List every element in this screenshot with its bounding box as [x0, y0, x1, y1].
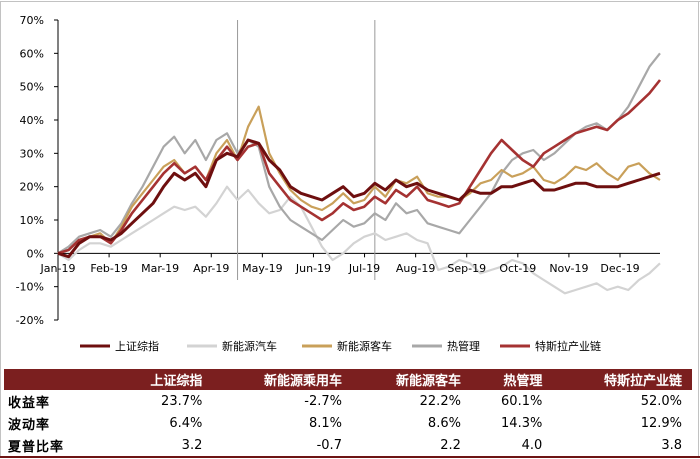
table-cell: 8.6%	[427, 415, 461, 431]
y-tick-label: 50%	[20, 81, 44, 94]
table-cell: 4.0	[521, 437, 543, 453]
table-cell: 14.3%	[501, 415, 543, 431]
y-tick-label: -10%	[16, 281, 44, 294]
table-cell: 3.8	[661, 437, 682, 453]
x-tick-label: Feb-19	[90, 262, 127, 275]
stats-header-blank	[4, 369, 114, 390]
y-tick-label: -20%	[16, 314, 44, 327]
stats-header-row: 上证综指 新能源乘用车 新能源客车 热管理 特斯拉产业链	[4, 369, 692, 390]
stats-header-5: 特斯拉产业链	[552, 369, 692, 390]
legend: 上证综指 新能源汽车 新能源客车 热管理 特斯拉产业链	[80, 339, 601, 353]
stats-header-2: 新能源乘用车	[212, 369, 352, 390]
table-cell: 60.1%	[501, 393, 543, 409]
legend-label: 新能源客车	[337, 339, 392, 353]
x-tick-label: Oct-19	[499, 262, 536, 275]
frame-right-border	[698, 1, 699, 457]
y-tick-label: 30%	[20, 147, 44, 160]
series-line-2	[57, 105, 661, 255]
stats-header-4: 热管理	[470, 369, 553, 390]
stats-row-return: 收益率 23.7% -2.7% 22.2% 60.1% 52.0%	[4, 390, 692, 412]
x-tick-label: Jul-19	[348, 262, 380, 275]
x-tick-label: Nov-19	[549, 262, 588, 275]
series-lines	[57, 52, 662, 295]
y-tick-label: 60%	[20, 47, 44, 60]
frame-top-border	[0, 1, 700, 2]
series-line-4	[57, 79, 662, 255]
row-label: 收益率	[8, 395, 51, 411]
table-cell: 22.2%	[419, 393, 461, 409]
series-line-3	[57, 52, 661, 255]
stats-header-3: 新能源客车	[351, 369, 471, 390]
tick-labels: 70% 60% 50% 40% 30% 20% 10% 0% -10% -20% Jan-19 Feb…	[16, 14, 640, 327]
chart-axes	[54, 19, 660, 321]
y-tick-label: 10%	[20, 214, 44, 227]
row-label: 波动率	[8, 417, 51, 433]
row-label: 夏普比率	[8, 439, 65, 455]
x-tick-label: May-19	[242, 262, 283, 275]
frame-left-border	[0, 1, 1, 457]
y-tick-label: 0%	[27, 247, 44, 260]
y-tick-label: 20%	[20, 181, 44, 194]
y-tick-label: 40%	[20, 114, 44, 127]
stats-row-volatility: 波动率 6.4% 8.1% 8.6% 14.3% 12.9%	[4, 412, 692, 434]
legend-label: 热管理	[447, 339, 480, 353]
table-cell: 52.0%	[640, 393, 682, 409]
x-tick-label: Sep-19	[447, 262, 486, 275]
legend-label: 新能源汽车	[222, 339, 277, 353]
frame-bottom-border	[0, 456, 700, 458]
table-cell: 3.2	[181, 437, 203, 453]
table-cell: -2.7%	[304, 393, 342, 409]
stats-header-1: 上证综指	[114, 369, 213, 390]
table-cell: -0.7	[316, 437, 342, 453]
y-tick-label: 70%	[20, 14, 44, 27]
table-cell: 6.4%	[169, 415, 203, 431]
x-tick-label: Apr-19	[193, 262, 229, 275]
vertical-markers	[237, 20, 376, 280]
x-tick-label: Dec-19	[600, 262, 639, 275]
series-line-0	[57, 138, 661, 259]
table-cell: 12.9%	[640, 415, 682, 431]
stats-row-sharpe: 夏普比率 3.2 -0.7 2.2 4.0 3.8	[4, 434, 692, 456]
legend-label: 上证综指	[115, 339, 159, 353]
series-line-1	[57, 185, 661, 295]
x-tick-label: Aug-19	[396, 262, 435, 275]
table-cell: 8.1%	[308, 415, 342, 431]
x-tick-label: Jun-19	[295, 262, 331, 275]
x-tick-label: Jan-19	[40, 262, 76, 275]
table-cell: 23.7%	[161, 393, 203, 409]
table-cell: 2.2	[440, 437, 461, 453]
x-tick-label: Mar-19	[141, 262, 179, 275]
legend-label: 特斯拉产业链	[535, 339, 601, 353]
line-chart: 70% 60% 50% 40% 30% 20% 10% 0% -10% -20% Jan-19 Feb…	[16, 14, 662, 353]
stats-table: 上证综指 新能源乘用车 新能源客车 热管理 特斯拉产业链 收益率 23.7% -…	[4, 369, 692, 456]
